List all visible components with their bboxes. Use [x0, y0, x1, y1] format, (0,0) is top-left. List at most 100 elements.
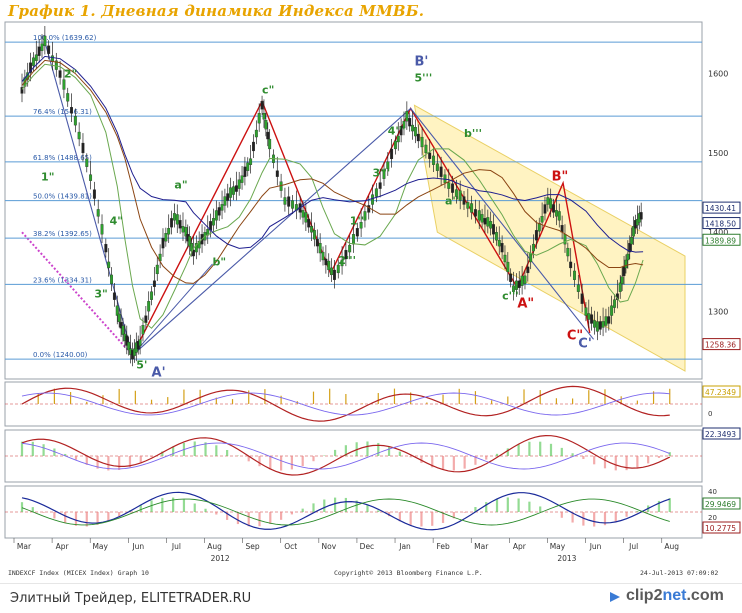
- candle-body: [197, 240, 201, 249]
- candle-body: [447, 182, 451, 189]
- candle-body: [386, 161, 390, 169]
- candle-body: [604, 316, 608, 326]
- candle-body: [630, 237, 634, 245]
- brand-part-b: net: [662, 587, 687, 604]
- candle-body: [51, 55, 54, 62]
- candle-body: [34, 54, 38, 61]
- candle-body: [532, 243, 535, 252]
- candle-body: [416, 133, 420, 142]
- candle-body: [318, 243, 322, 254]
- wave-label: c": [262, 83, 274, 96]
- price-tick-label: 1600: [708, 70, 728, 79]
- candle-body: [424, 144, 428, 154]
- candle-body: [371, 194, 375, 205]
- candle-body: [620, 276, 624, 284]
- price-tick-label: 1500: [708, 149, 728, 158]
- candle-body: [399, 126, 403, 136]
- candle-body: [275, 170, 279, 177]
- wave-label: B': [414, 55, 428, 70]
- value-label: 1389.89: [705, 236, 736, 245]
- candle-body: [20, 87, 24, 94]
- candle-body: [382, 169, 386, 179]
- candle-body: [374, 188, 378, 197]
- candle-body: [543, 204, 547, 214]
- site-credit: Элитный Трейдер, ELITETRADER.RU: [10, 591, 252, 606]
- candle-body: [260, 101, 264, 110]
- clip2net-logo[interactable]: clip2net.com: [626, 587, 724, 605]
- candle-body: [639, 212, 643, 220]
- candle-body: [566, 247, 570, 257]
- candle-body: [287, 196, 291, 207]
- candle-body: [62, 79, 66, 90]
- wave-label: C': [578, 336, 592, 351]
- candle-body: [451, 183, 455, 193]
- candle-body: [310, 226, 314, 233]
- indicator-tick: 0: [708, 410, 712, 418]
- candle-body: [125, 335, 129, 346]
- candle-body: [190, 242, 194, 252]
- candle-body: [243, 166, 247, 177]
- candle-body: [497, 239, 501, 247]
- candle-body: [161, 238, 165, 249]
- candle-body: [127, 341, 131, 351]
- wave-labels: 2" 1" 4" 3" 5' A' a" b" c" 1''' 2''' 3''' 4''' 5''' B'…: [41, 55, 592, 381]
- wave-label: B": [552, 170, 569, 185]
- candle-body: [462, 196, 466, 205]
- candle-body: [587, 313, 591, 320]
- month-label: Apr: [56, 542, 70, 551]
- fib-label: 38.2% (1392.65): [33, 230, 92, 238]
- value-label: 1258.36: [705, 341, 736, 350]
- candle-body: [226, 193, 230, 201]
- month-label: Nov: [322, 542, 337, 551]
- candle-body: [408, 118, 412, 127]
- candle-body: [618, 282, 622, 292]
- candle-body: [37, 46, 41, 56]
- ma-mid: [21, 59, 644, 284]
- candle-body: [117, 313, 121, 323]
- candle-body: [77, 131, 81, 140]
- candle-body: [92, 189, 96, 199]
- month-label: Jun: [589, 542, 602, 551]
- brand-part-a: clip2: [626, 587, 663, 604]
- candle-body: [184, 227, 188, 237]
- month-label: Jun: [131, 542, 144, 551]
- price-tick-label: 1300: [708, 308, 728, 317]
- candle-body: [601, 321, 605, 328]
- candle-body: [494, 232, 498, 241]
- candle-body: [420, 136, 424, 148]
- candle-body: [503, 254, 507, 263]
- source-left: INDEXCF Index (MICEX Index) Graph 10: [8, 569, 149, 577]
- candle-body: [110, 274, 113, 284]
- value-label: 1418.50: [705, 220, 736, 229]
- value-box: [702, 338, 741, 351]
- candle-body: [152, 280, 156, 287]
- candle-body: [144, 315, 148, 323]
- candle-body: [327, 260, 331, 271]
- indicator-value-box: [702, 497, 741, 510]
- candle-body: [396, 135, 400, 143]
- candle-body: [573, 270, 576, 280]
- indicator-series: [5, 385, 702, 531]
- indicator-tick: 40: [708, 488, 717, 496]
- candle-body: [348, 244, 352, 253]
- candle-body: [138, 339, 142, 346]
- candle-body: [514, 280, 518, 290]
- wave-label: b''': [464, 127, 482, 140]
- candle-body: [492, 224, 495, 235]
- candle-body: [246, 162, 250, 171]
- year-label: 2012: [211, 554, 230, 563]
- time-axis: Mar Apr May Jun Jul Aug Sep Oct Nov Dec Jan Feb Mar A…: [13, 538, 679, 563]
- candle-body: [413, 127, 417, 137]
- candle-body: [428, 152, 432, 159]
- ma-long: [21, 55, 644, 253]
- candle-body: [121, 325, 125, 335]
- candle-body: [181, 226, 185, 233]
- candle-body: [632, 226, 636, 237]
- indicator-signal-line: [21, 498, 670, 526]
- price-axis: 1300 1400 1500 1600: [708, 70, 728, 317]
- candle-body: [324, 258, 328, 266]
- candle-body: [549, 198, 553, 209]
- candle-body: [104, 243, 108, 253]
- candle-body: [378, 182, 382, 189]
- candle-body: [29, 62, 33, 73]
